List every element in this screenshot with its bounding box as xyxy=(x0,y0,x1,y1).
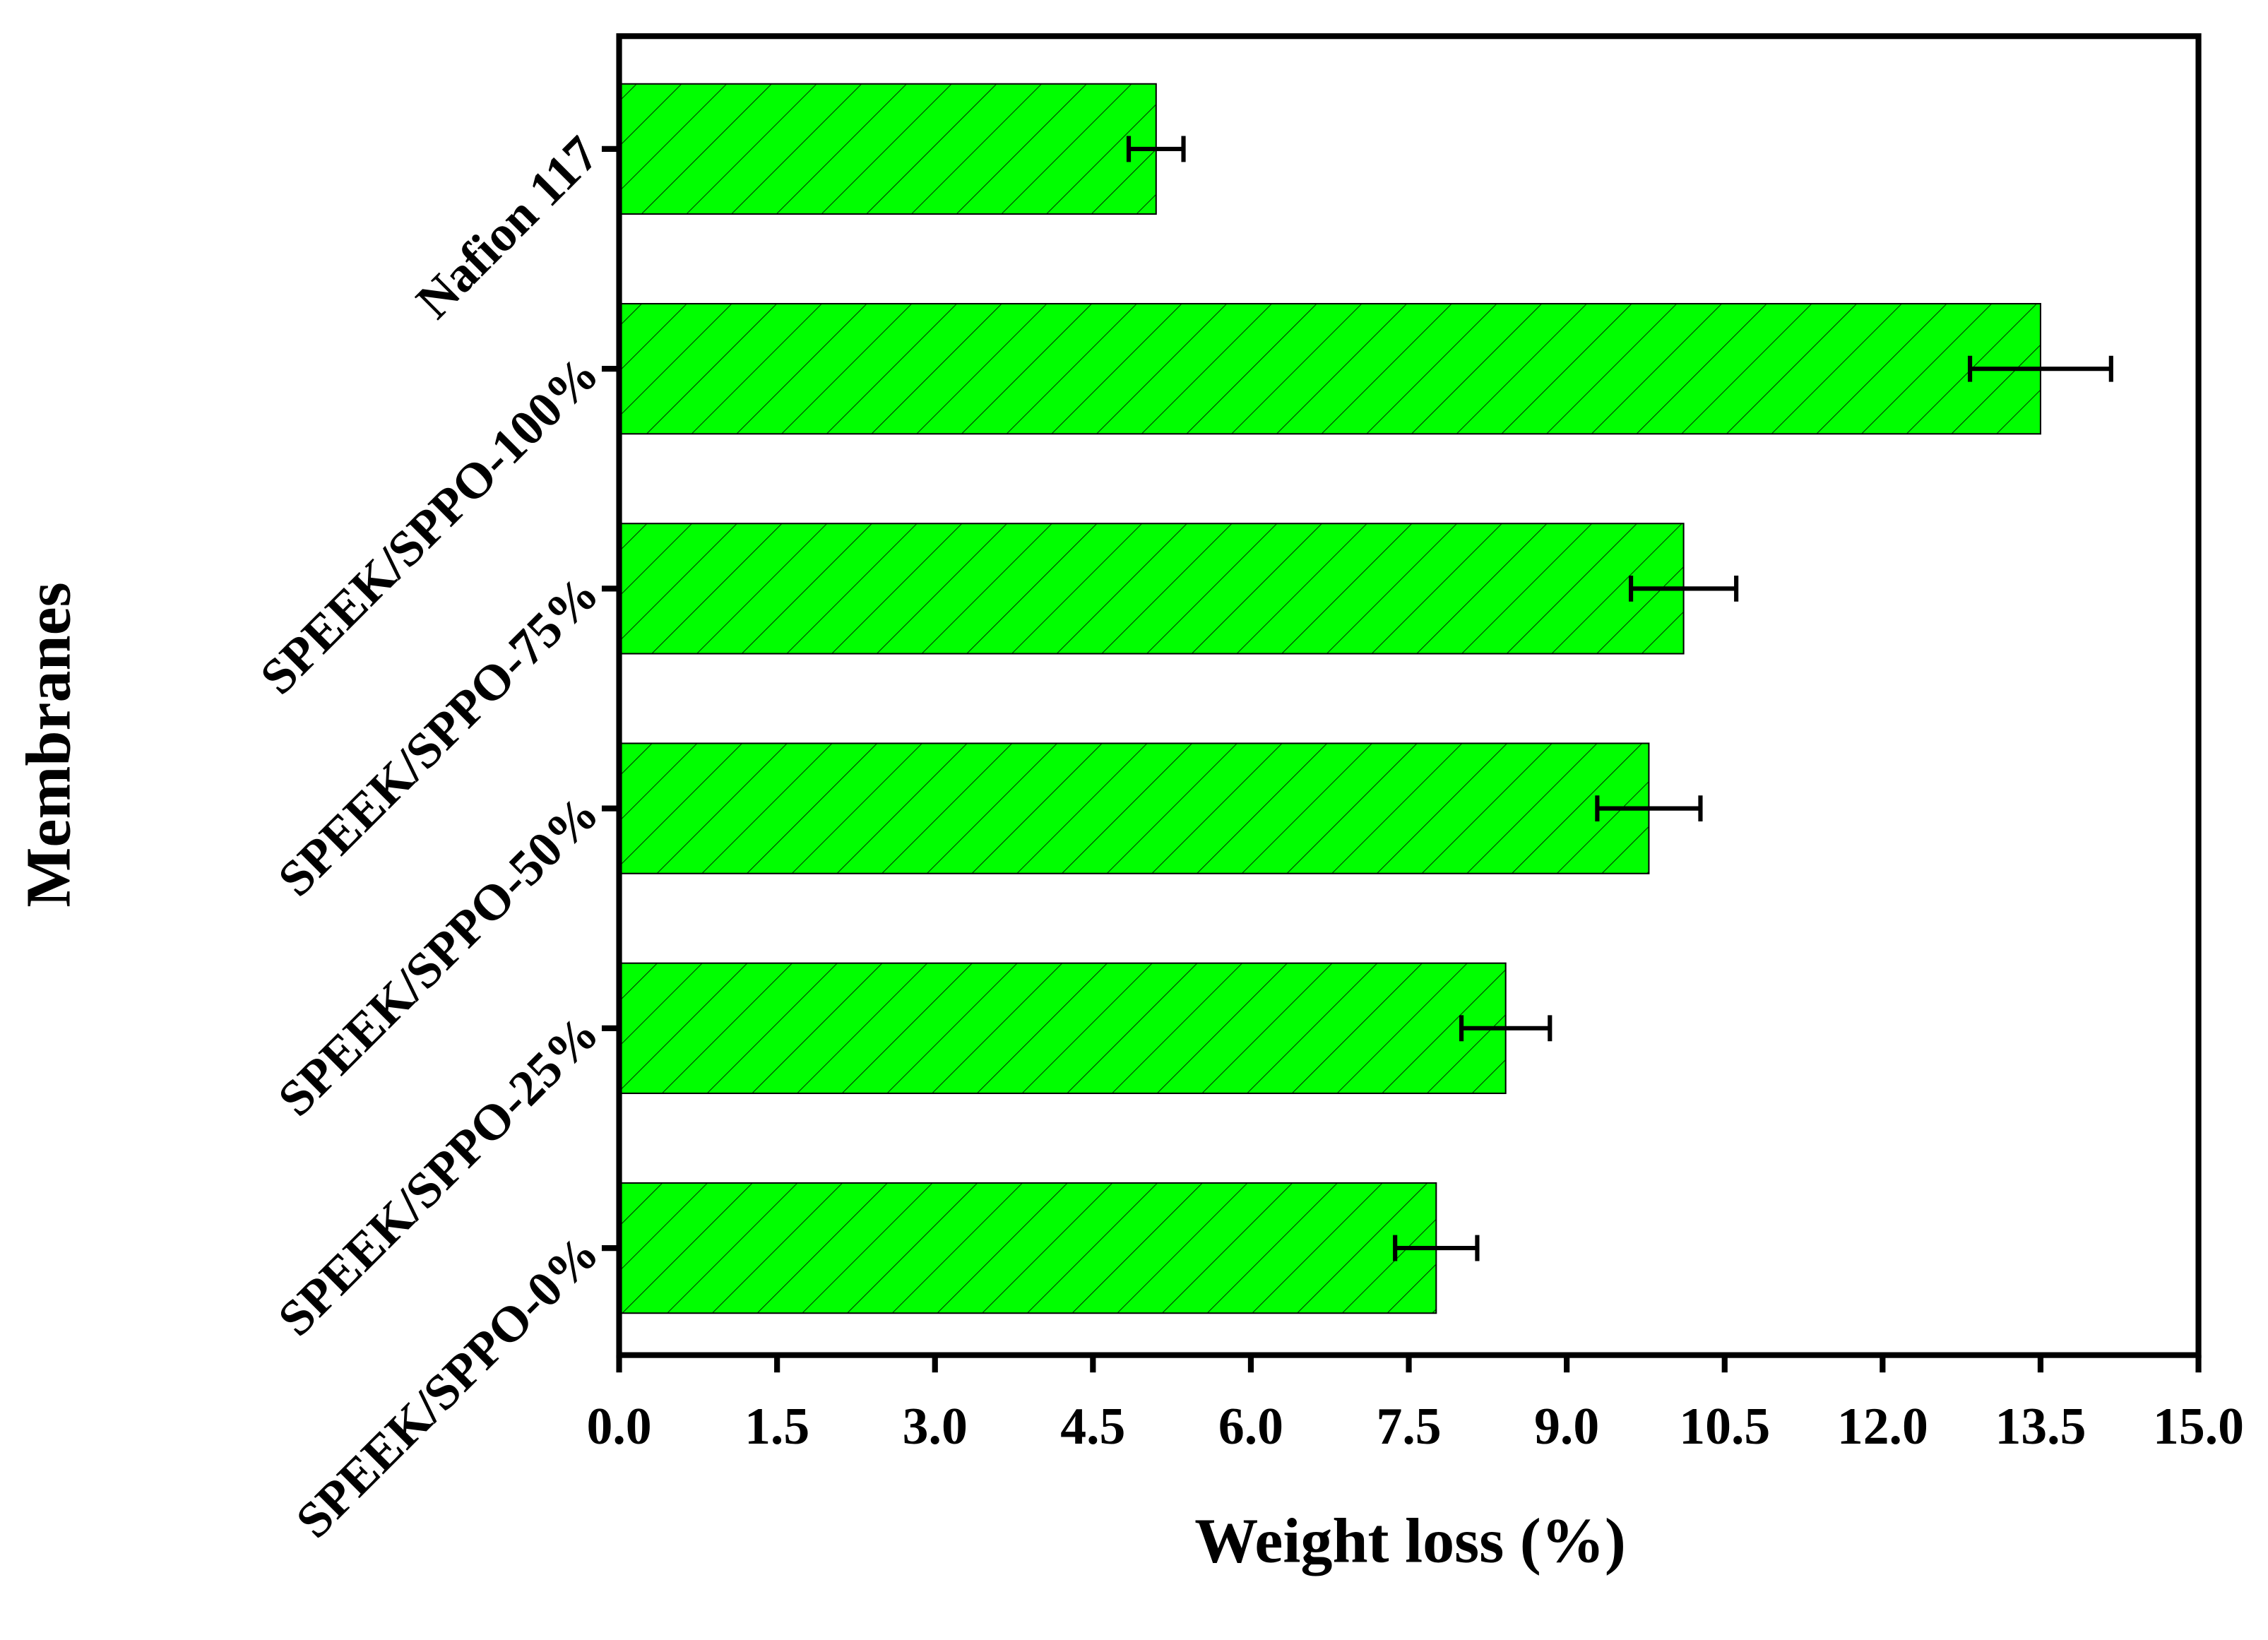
x-tick-label: 0.0 xyxy=(586,1397,651,1455)
x-tick-label: 12.0 xyxy=(1837,1397,1928,1455)
x-tick-label: 13.5 xyxy=(1995,1397,2086,1455)
error-bar xyxy=(1126,136,1186,162)
y-axis-title: Membranes xyxy=(14,582,84,907)
error-bar xyxy=(1968,355,2113,382)
plot-area: 0.0 1.5 3.0 4.5 6.0 7.5 9.0 10.5 12.0 13.5 15.0Naf… xyxy=(249,83,2244,1549)
x-tick-label: 1.5 xyxy=(744,1397,809,1455)
error-bar xyxy=(1629,575,1739,602)
x-tick-label: 10.5 xyxy=(1679,1397,1770,1455)
bar-hatch xyxy=(619,523,1684,654)
x-tick-label: 3.0 xyxy=(903,1397,968,1455)
plot-frame xyxy=(616,33,2202,1358)
error-bar xyxy=(1459,1015,1552,1042)
x-tick-label: 4.5 xyxy=(1060,1397,1125,1455)
x-tick-label: 15.0 xyxy=(2153,1397,2244,1455)
bar-hatch xyxy=(619,963,1506,1093)
x-tick-label: 7.5 xyxy=(1376,1397,1441,1455)
x-tick-label: 6.0 xyxy=(1218,1397,1283,1455)
x-axis-title: Weight loss (%) xyxy=(1194,1507,1626,1576)
x-tick-label: 9.0 xyxy=(1534,1397,1599,1455)
bar-hatch xyxy=(619,743,1649,874)
bar-hatch xyxy=(619,304,2041,434)
bar-hatch xyxy=(619,83,1156,215)
bar-hatch xyxy=(619,1182,1437,1314)
error-bar xyxy=(1393,1235,1480,1261)
error-bar xyxy=(1595,795,1703,822)
